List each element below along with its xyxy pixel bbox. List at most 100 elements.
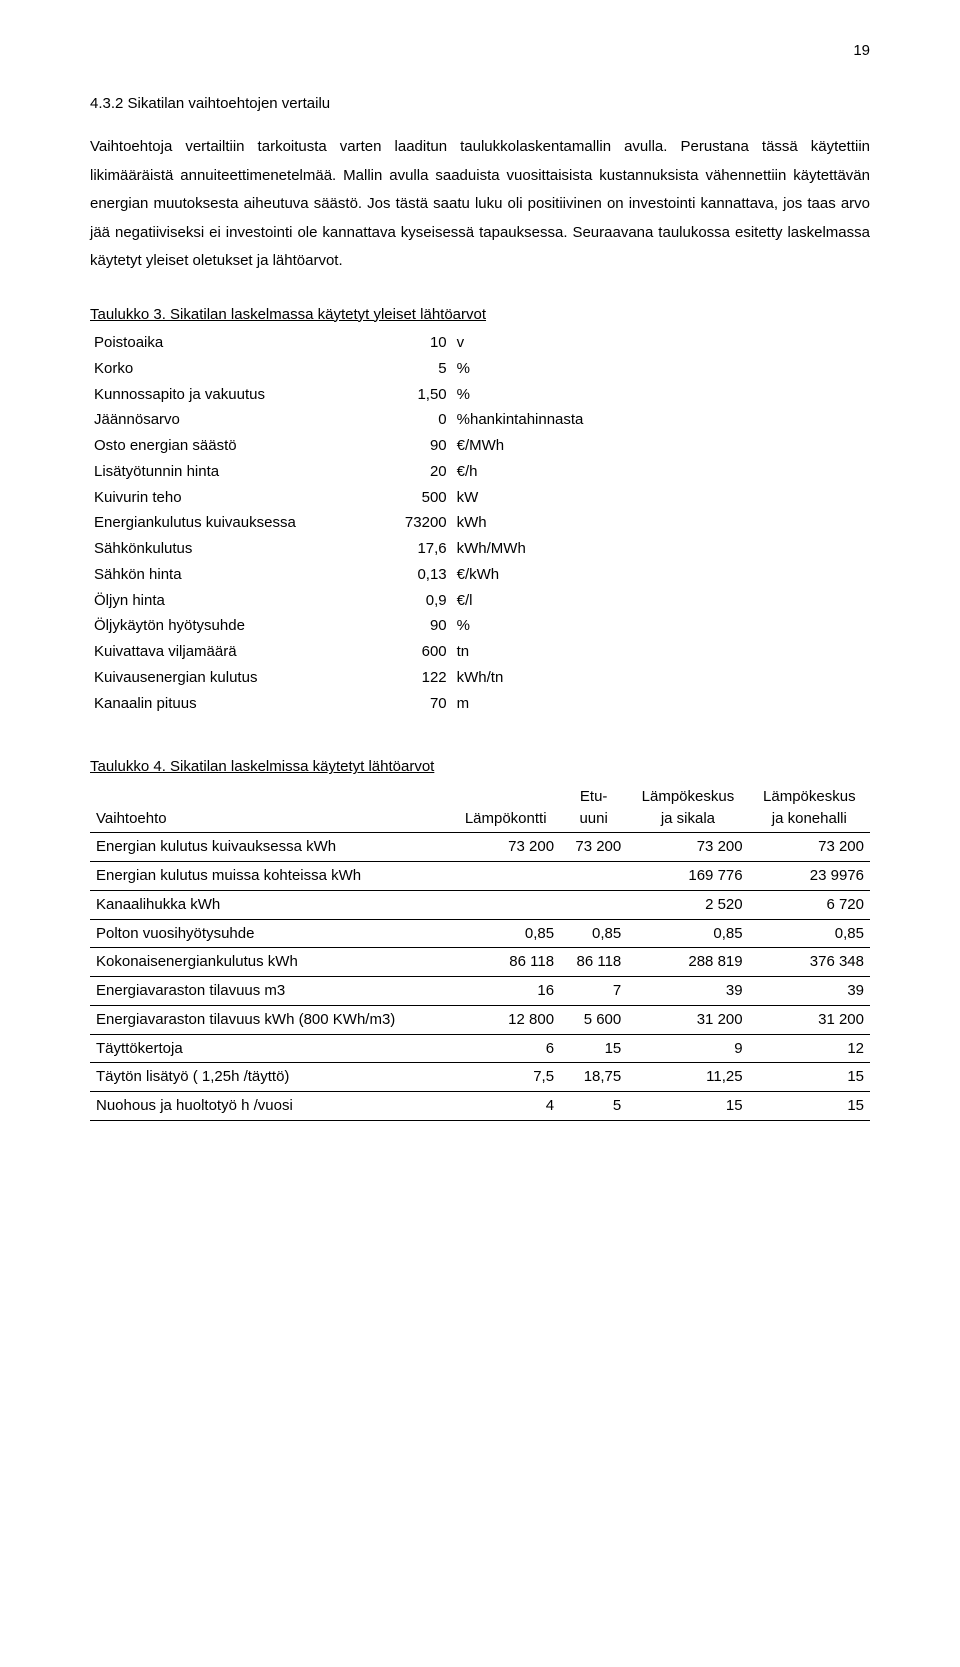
t3-value: 5 — [371, 356, 451, 382]
t3-unit: %hankintahinnasta — [451, 407, 621, 433]
table-row: Täyttökertoja615912 — [90, 1034, 870, 1063]
table4: Vaihtoehto Lämpökontti Etu- uuni Lämpöke… — [90, 783, 870, 1121]
t4-head-c4b: ja sikala — [633, 808, 742, 830]
t3-label: Kuivurin teho — [90, 485, 371, 511]
table-row: Energian kulutus muissa kohteissa kWh 169… — [90, 862, 870, 891]
t4-cell: 16 — [451, 977, 560, 1006]
t3-unit: €/MWh — [451, 433, 621, 459]
table-row: Energiavaraston tilavuus m31673939 — [90, 977, 870, 1006]
t3-value: 70 — [371, 691, 451, 717]
t4-cell: 15 — [560, 1034, 627, 1063]
t4-cell: 6 — [451, 1034, 560, 1063]
t4-cell: 23 9976 — [749, 862, 870, 891]
table-row: Lisätyötunnin hinta20€/h — [90, 459, 620, 485]
table3: Poistoaika10vKorko5%Kunnossapito ja vaku… — [90, 330, 620, 716]
t4-cell: 5 — [560, 1092, 627, 1121]
t4-cell: 73 200 — [627, 833, 748, 862]
table4-title: Taulukko 4. Sikatilan laskelmissa käytet… — [90, 756, 870, 779]
t3-value: 90 — [371, 613, 451, 639]
t4-cell: 5 600 — [560, 1005, 627, 1034]
t4-cell: 288 819 — [627, 948, 748, 977]
page-number: 19 — [90, 40, 870, 63]
table-row: Kokonaisenergiankulutus kWh86 11886 1182… — [90, 948, 870, 977]
t3-unit: €/h — [451, 459, 621, 485]
t4-head-c4: Lämpökeskus ja sikala — [627, 783, 748, 833]
t3-label: Öljyn hinta — [90, 588, 371, 614]
t3-label: Energiankulutus kuivauksessa — [90, 510, 371, 536]
t4-cell — [451, 862, 560, 891]
table-row: Kuivurin teho500kW — [90, 485, 620, 511]
t3-label: Kuivattava viljamäärä — [90, 639, 371, 665]
t3-label: Sähkön hinta — [90, 562, 371, 588]
t3-value: 1,50 — [371, 382, 451, 408]
t4-cell: Nuohous ja huoltotyö h /vuosi — [90, 1092, 451, 1121]
table-row: Kanaalihukka kWh2 5206 720 — [90, 890, 870, 919]
t3-unit: % — [451, 382, 621, 408]
t3-value: 0,9 — [371, 588, 451, 614]
t3-value: 500 — [371, 485, 451, 511]
table-row: Nuohous ja huoltotyö h /vuosi451515 — [90, 1092, 870, 1121]
t4-cell: 15 — [749, 1092, 870, 1121]
t3-unit: tn — [451, 639, 621, 665]
t3-label: Kuivausenergian kulutus — [90, 665, 371, 691]
t3-unit: kWh — [451, 510, 621, 536]
t3-label: Öljykäytön hyötysuhde — [90, 613, 371, 639]
table3-title: Taulukko 3. Sikatilan laskelmassa käytet… — [90, 304, 870, 327]
t4-cell: 15 — [749, 1063, 870, 1092]
body-paragraph: Vaihtoehtoja vertailtiin tarkoitusta var… — [90, 133, 870, 276]
t4-cell: 73 200 — [451, 833, 560, 862]
t3-unit: kWh/MWh — [451, 536, 621, 562]
t4-cell: 0,85 — [451, 919, 560, 948]
t4-cell: 6 720 — [749, 890, 870, 919]
t3-label: Korko — [90, 356, 371, 382]
t3-value: 17,6 — [371, 536, 451, 562]
table-row: Öljykäytön hyötysuhde90% — [90, 613, 620, 639]
t4-cell: 4 — [451, 1092, 560, 1121]
table-row: Poistoaika10v — [90, 330, 620, 356]
table-row: Osto energian säästö90€/MWh — [90, 433, 620, 459]
table4-header-row: Vaihtoehto Lämpökontti Etu- uuni Lämpöke… — [90, 783, 870, 833]
table-row: Kanaalin pituus70m — [90, 691, 620, 717]
t3-value: 600 — [371, 639, 451, 665]
t3-unit: v — [451, 330, 621, 356]
t3-unit: kW — [451, 485, 621, 511]
table-row: Sähkön hinta0,13€/kWh — [90, 562, 620, 588]
t3-label: Kunnossapito ja vakuutus — [90, 382, 371, 408]
t3-label: Osto energian säästö — [90, 433, 371, 459]
table-row: Kuivattava viljamäärä600tn — [90, 639, 620, 665]
t4-head-c5b: ja konehalli — [755, 808, 864, 830]
t3-unit: €/kWh — [451, 562, 621, 588]
t4-cell — [560, 890, 627, 919]
t4-cell: Energiavaraston tilavuus m3 — [90, 977, 451, 1006]
t4-cell: Täytön lisätyö ( 1,25h /täyttö) — [90, 1063, 451, 1092]
t4-head-c4a: Lämpökeskus — [633, 786, 742, 808]
t4-cell: 376 348 — [749, 948, 870, 977]
t4-cell: 7,5 — [451, 1063, 560, 1092]
t4-cell: 15 — [627, 1092, 748, 1121]
t4-head-c2: Lämpökontti — [451, 783, 560, 833]
t4-cell: Energiavaraston tilavuus kWh (800 KWh/m3… — [90, 1005, 451, 1034]
t4-cell: 11,25 — [627, 1063, 748, 1092]
t3-value: 10 — [371, 330, 451, 356]
t3-value: 73200 — [371, 510, 451, 536]
t4-cell: Kokonaisenergiankulutus kWh — [90, 948, 451, 977]
t3-label: Poistoaika — [90, 330, 371, 356]
t3-label: Jäännösarvo — [90, 407, 371, 433]
table-row: Öljyn hinta0,9€/l — [90, 588, 620, 614]
t3-label: Sähkönkulutus — [90, 536, 371, 562]
t3-value: 0 — [371, 407, 451, 433]
t4-cell: Täyttökertoja — [90, 1034, 451, 1063]
t4-head-c3: Etu- uuni — [560, 783, 627, 833]
table-row: Kunnossapito ja vakuutus1,50% — [90, 382, 620, 408]
t4-cell: 9 — [627, 1034, 748, 1063]
table-row: Jäännösarvo0%hankintahinnasta — [90, 407, 620, 433]
t3-value: 90 — [371, 433, 451, 459]
table-row: Energian kulutus kuivauksessa kWh73 2007… — [90, 833, 870, 862]
t4-cell: Energian kulutus muissa kohteissa kWh — [90, 862, 451, 891]
t4-cell: 169 776 — [627, 862, 748, 891]
t4-cell: Polton vuosihyötysuhde — [90, 919, 451, 948]
t4-cell: 12 — [749, 1034, 870, 1063]
t4-head-c1: Vaihtoehto — [90, 783, 451, 833]
table-row: Sähkönkulutus17,6kWh/MWh — [90, 536, 620, 562]
t4-cell: 0,85 — [560, 919, 627, 948]
